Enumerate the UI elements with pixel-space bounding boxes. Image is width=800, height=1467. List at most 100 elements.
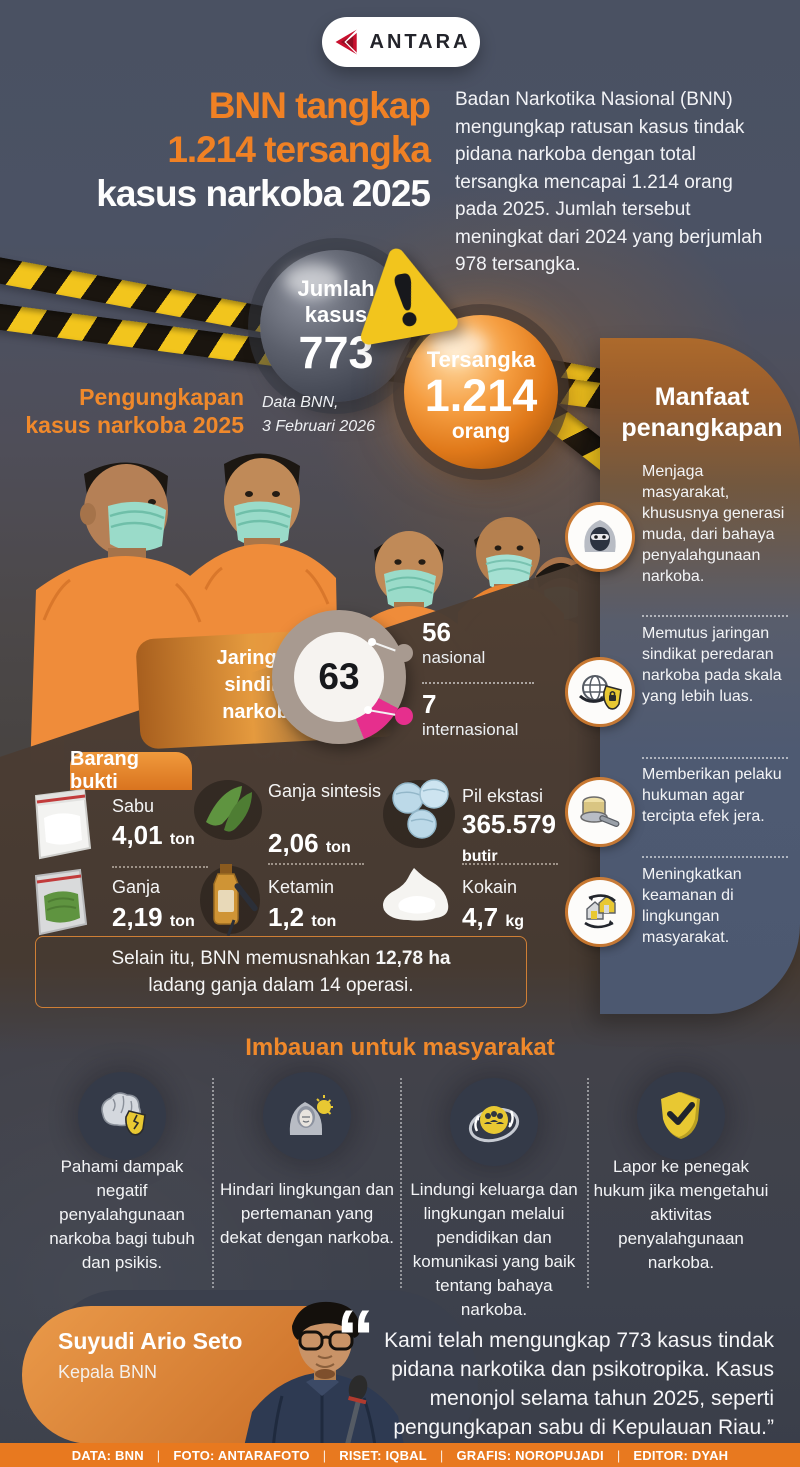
section-title: Pengungkapan kasus narkoba 2025 xyxy=(18,383,244,439)
hoodie-sun-icon xyxy=(263,1072,351,1160)
value: 4,01 xyxy=(112,820,163,850)
manfaat-title-2: penangkapan xyxy=(621,414,783,442)
note-bold: 12,78 ha xyxy=(375,948,451,969)
evidence-name: Ganja xyxy=(112,877,161,897)
national-label: nasional xyxy=(422,648,486,667)
tersangka-unit: orang xyxy=(451,420,511,443)
evidence-value: 4,01 ton xyxy=(112,820,195,851)
evidence-value: 365.579 butir xyxy=(462,810,572,871)
manfaat-item-4: Meningkatkan keamanan di lingkungan masy… xyxy=(642,866,742,946)
manfaat-item-1: Menjaga masyarakat, khususnya generasi m… xyxy=(642,463,785,585)
page-title: BNN tangkap 1.214 tersangka kasus narkob… xyxy=(28,84,431,216)
divider xyxy=(642,615,788,617)
unit: ton xyxy=(169,913,195,930)
divider xyxy=(212,1078,214,1288)
warning-exclamation-icon xyxy=(344,238,461,350)
evidence-value: 2,06 ton xyxy=(268,828,351,859)
speaker-illustration xyxy=(240,1301,408,1464)
value: 2,06 xyxy=(268,828,319,858)
manfaat-title-1: Manfaat xyxy=(654,383,750,411)
evidence-value: 4,7 kg xyxy=(462,902,524,933)
manfaat-item-3: Memberikan pelaku hukuman agar tercipta … xyxy=(642,766,782,825)
credit-separator: | xyxy=(156,1447,161,1463)
credit-separator: | xyxy=(616,1447,621,1463)
international-value: 7 xyxy=(422,689,437,719)
barang-bukti-tab: Barang bukti xyxy=(70,748,192,793)
imbauan-item-4: Lapor ke penegak hukum jika mengetahui a… xyxy=(593,1157,769,1272)
divider xyxy=(642,856,788,858)
section-title-1: Pengungkapan xyxy=(79,384,244,410)
antara-mark-icon xyxy=(335,29,358,55)
unit: butir xyxy=(462,848,498,865)
unit: kg xyxy=(505,913,525,930)
quote-text: Kami telah mengungkap 773 kasus tindak p… xyxy=(384,1329,774,1439)
section-title-2: kasus narkoba 2025 xyxy=(25,412,244,438)
evidence-name: Ganja sintesis xyxy=(268,781,382,801)
credit-separator: | xyxy=(322,1447,327,1463)
credit-editor: EDITOR: DYAH xyxy=(633,1447,729,1463)
source-line-1: Data BNN, xyxy=(262,394,339,411)
national-value: 56 xyxy=(422,617,451,647)
brand-name: ANTARA xyxy=(369,30,471,53)
credit-grafis: GRAFIS: NOROPUJADI xyxy=(456,1447,604,1463)
people-cycle-icon xyxy=(450,1078,538,1166)
value: 2,19 xyxy=(112,902,163,932)
manfaat-panel xyxy=(600,338,800,1014)
international-label: internasional xyxy=(422,720,519,739)
stat-tersangka: Tersangka 1.214 orang xyxy=(404,315,558,469)
sphere-shine xyxy=(284,263,343,298)
gavel-icon xyxy=(568,780,632,844)
value: 365.579 xyxy=(462,809,556,839)
unit: ton xyxy=(325,839,351,856)
note-line2: ladang ganja dalam 14 operasi. xyxy=(148,975,414,996)
value: 1,2 xyxy=(268,902,305,932)
globe-shield-icon xyxy=(568,660,632,724)
source-line-2: 3 Februari 2026 xyxy=(262,418,375,435)
credit-separator: | xyxy=(439,1447,444,1463)
evidence-name: Kokain xyxy=(462,877,518,897)
credit-foto: FOTO: ANTARAFOTO xyxy=(173,1447,310,1463)
manfaat-item-2: Memutus jaringan sindikat peredaran nark… xyxy=(642,625,782,705)
donut-connectors xyxy=(364,638,413,725)
title-line-1: BNN tangkap xyxy=(208,85,431,126)
credit-riset: RISET: IQBAL xyxy=(339,1447,427,1463)
evidence-name: Sabu xyxy=(112,796,155,816)
divider xyxy=(587,1078,589,1288)
divider xyxy=(462,863,558,865)
quote-mark: “ xyxy=(336,1293,375,1381)
kasus-label-2: kasus xyxy=(304,302,368,327)
note-pre: Selain itu, BNN memusnahkan xyxy=(111,948,376,969)
houses-cycle-icon xyxy=(568,880,632,944)
data-source: Data BNN, 3 Februari 2026 xyxy=(262,391,382,439)
title-line-3: kasus narkoba 2025 xyxy=(96,173,431,214)
ketamin-icon xyxy=(200,864,260,937)
kokain-pile-icon xyxy=(383,868,449,921)
speaker-name: Suyudi Ario Seto xyxy=(58,1328,243,1354)
donut-total: 63 xyxy=(294,632,384,722)
ganja-bag-icon xyxy=(34,868,88,936)
antara-logo: ANTARA xyxy=(322,17,480,67)
shield-check-icon xyxy=(637,1072,725,1160)
brain-shield-icon xyxy=(78,1072,166,1160)
manfaat-title: Manfaat penangkapan xyxy=(618,382,786,444)
imbauan-item-1: Pahami dampak negatif penyalahgunaan nar… xyxy=(49,1157,195,1272)
note-box: Selain itu, BNN memusnahkan 12,78 ha lad… xyxy=(35,936,527,1008)
divider xyxy=(642,757,788,759)
unit: ton xyxy=(169,831,195,848)
credit-data: DATA: BNN xyxy=(71,1447,144,1463)
value: 4,7 xyxy=(462,902,499,932)
evidence-name: Ketamin xyxy=(268,877,335,897)
divider xyxy=(422,682,534,684)
sphere-shine xyxy=(428,328,488,363)
tersangka-value: 1.214 xyxy=(424,370,538,421)
hooded-criminal-icon xyxy=(568,505,632,569)
ganja-sintesis-icon xyxy=(194,780,262,840)
sindikat-donut-chart: 63 xyxy=(272,610,406,744)
imbauan-item-2: Hindari lingkungan dan pertemanan yang d… xyxy=(220,1180,394,1247)
divider xyxy=(268,863,364,865)
divider xyxy=(400,1078,402,1288)
intro-paragraph: Badan Narkotika Nasional (BNN) mengungka… xyxy=(455,89,763,275)
credits-bar: DATA: BNN | FOTO: ANTARAFOTO | RISET: IQ… xyxy=(0,1443,800,1467)
unit: ton xyxy=(311,913,337,930)
